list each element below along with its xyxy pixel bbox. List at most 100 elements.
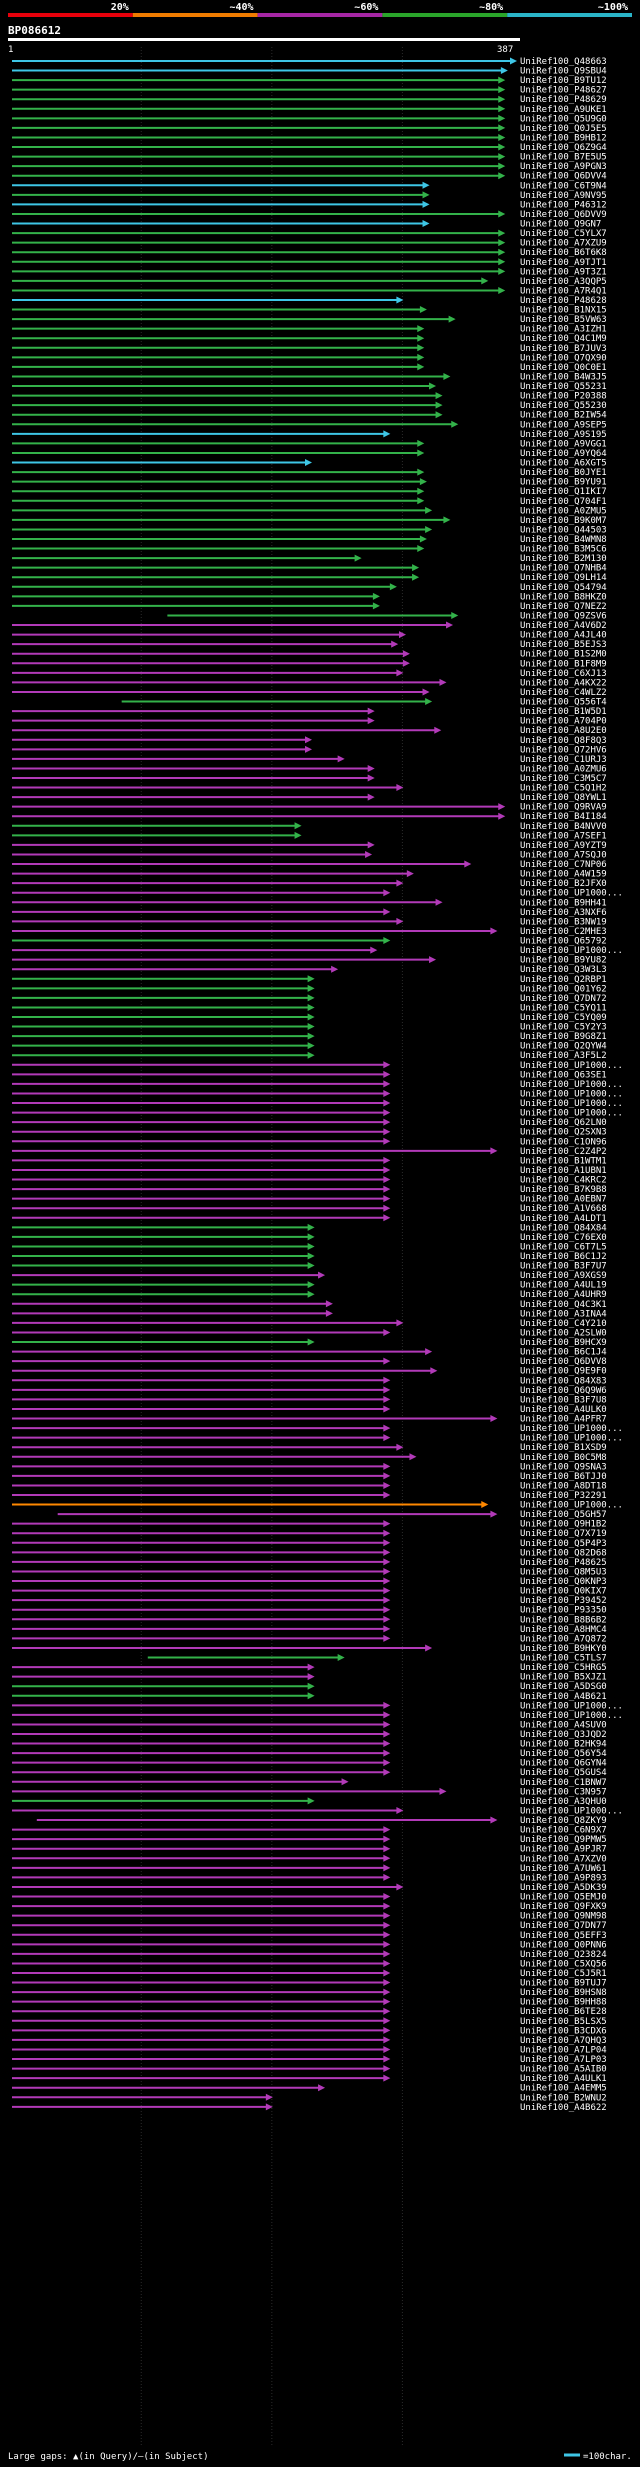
hit-label-104[interactable]: UniRef100_A3F5L2 [520,1051,607,1061]
hit-label-185[interactable]: UniRef100_C6N9X7 [520,1826,607,1836]
hit-label-179[interactable]: UniRef100_Q5GUS4 [520,1768,607,1778]
hit-label-12[interactable]: UniRef100_Q6DVV4 [520,172,607,182]
hit-label-115[interactable]: UniRef100_B1WTM1 [520,1156,607,1166]
hit-label-72[interactable]: UniRef100_Q72HV6 [520,745,607,755]
hit-label-141[interactable]: UniRef100_A4ULK0 [520,1405,607,1415]
hit-label-65[interactable]: UniRef100_A4KX22 [520,678,607,688]
hit-label-89[interactable]: UniRef100_A3NXF6 [520,908,607,918]
hit-label-24[interactable]: UniRef100_A7R4Q1 [520,286,607,296]
hit-label-128[interactable]: UniRef100_A4UL19 [520,1281,607,1291]
hit-label-176[interactable]: UniRef100_B2HK94 [520,1740,607,1750]
hit-label-118[interactable]: UniRef100_B7K9B8 [520,1185,607,1195]
hit-label-60[interactable]: UniRef100_A4JL40 [520,631,607,641]
hit-label-23[interactable]: UniRef100_A3QQP5 [520,277,607,287]
hit-label-38[interactable]: UniRef100_A9SEP5 [520,420,607,430]
hit-label-212[interactable]: UniRef100_A4EMM5 [520,2084,607,2094]
hit-label-49[interactable]: UniRef100_Q44503 [520,525,607,535]
hit-label-32[interactable]: UniRef100_Q0C0E1 [520,363,607,373]
hit-label-189[interactable]: UniRef100_A7UW61 [520,1864,607,1874]
hit-label-106[interactable]: UniRef100_Q63SE1 [520,1070,607,1080]
hit-label-13[interactable]: UniRef100_C6T9N4 [520,181,607,191]
hit-label-124[interactable]: UniRef100_C6T7L5 [520,1242,607,1252]
hit-label-3[interactable]: UniRef100_P48627 [520,86,607,96]
hit-label-168[interactable]: UniRef100_C5HRG5 [520,1663,607,1673]
hit-label-46[interactable]: UniRef100_Q704F1 [520,497,607,507]
hit-label-64[interactable]: UniRef100_C6XJ13 [520,669,607,679]
hit-label-37[interactable]: UniRef100_B2IW54 [520,411,607,421]
hit-label-146[interactable]: UniRef100_B0C5M8 [520,1453,607,1463]
hit-label-157[interactable]: UniRef100_P48625 [520,1558,607,1568]
hit-label-44[interactable]: UniRef100_B9YU91 [520,478,607,488]
hit-label-55[interactable]: UniRef100_Q54794 [520,583,607,593]
hit-label-165[interactable]: UniRef100_A7Q872 [520,1634,607,1644]
hit-label-0[interactable]: UniRef100_Q48663 [520,57,607,67]
hit-label-50[interactable]: UniRef100_B4WMN8 [520,535,607,545]
hit-label-198[interactable]: UniRef100_Q23824 [520,1950,607,1960]
hit-label-96[interactable]: UniRef100_Q2RBP1 [520,975,607,985]
hit-label-43[interactable]: UniRef100_B0JYE1 [520,468,607,478]
hit-label-93[interactable]: UniRef100_UP1000... [520,946,623,956]
hit-label-51[interactable]: UniRef100_B3M5C6 [520,545,607,555]
hit-label-7[interactable]: UniRef100_Q0J5E5 [520,124,607,134]
hit-label-76[interactable]: UniRef100_C5Q1H2 [520,784,607,794]
hit-label-71[interactable]: UniRef100_Q8F8Q3 [520,736,607,746]
hit-label-130[interactable]: UniRef100_Q4C3K1 [520,1300,607,1310]
hit-label-170[interactable]: UniRef100_A5DSG0 [520,1682,607,1692]
hit-label-77[interactable]: UniRef100_Q8YWL1 [520,793,607,803]
hit-label-152[interactable]: UniRef100_Q5GH57 [520,1510,607,1520]
hit-label-119[interactable]: UniRef100_A0EBN7 [520,1195,607,1205]
hit-label-171[interactable]: UniRef100_A4B621 [520,1692,607,1702]
hit-label-42[interactable]: UniRef100_A6XGT5 [520,459,607,469]
hit-label-194[interactable]: UniRef100_Q9NM98 [520,1912,607,1922]
hit-label-92[interactable]: UniRef100_Q65792 [520,937,607,947]
hit-label-125[interactable]: UniRef100_B6C1J2 [520,1252,607,1262]
hit-label-52[interactable]: UniRef100_B2M130 [520,554,607,564]
hit-label-192[interactable]: UniRef100_Q5EMJ0 [520,1893,607,1903]
hit-label-109[interactable]: UniRef100_UP1000... [520,1099,623,1109]
hit-label-39[interactable]: UniRef100_A9S195 [520,430,607,440]
hit-label-151[interactable]: UniRef100_UP1000... [520,1501,623,1511]
hit-label-123[interactable]: UniRef100_C76EX0 [520,1233,607,1243]
hit-label-209[interactable]: UniRef100_A7LP03 [520,2055,607,2065]
hit-label-48[interactable]: UniRef100_B9K0M7 [520,516,607,526]
hit-label-154[interactable]: UniRef100_Q7X719 [520,1529,607,1539]
hit-label-203[interactable]: UniRef100_B9HH88 [520,1998,607,2008]
hit-label-85[interactable]: UniRef100_A4W159 [520,870,607,880]
hit-label-161[interactable]: UniRef100_P39452 [520,1596,607,1606]
hit-label-112[interactable]: UniRef100_Q2SXN3 [520,1128,607,1138]
hit-label-133[interactable]: UniRef100_A2SLW0 [520,1328,607,1338]
hit-label-103[interactable]: UniRef100_Q2QYW4 [520,1042,607,1052]
hit-label-18[interactable]: UniRef100_C5YLX7 [520,229,607,239]
hit-label-81[interactable]: UniRef100_A7SEF1 [520,831,607,841]
hit-label-142[interactable]: UniRef100_A4PFR7 [520,1415,607,1425]
hit-label-107[interactable]: UniRef100_UP1000... [520,1080,623,1090]
hit-label-207[interactable]: UniRef100_A7QHQ3 [520,2036,607,2046]
hit-label-99[interactable]: UniRef100_C5YQ11 [520,1003,607,1013]
hit-label-84[interactable]: UniRef100_C7NP06 [520,860,607,870]
hit-label-120[interactable]: UniRef100_A1V668 [520,1204,607,1214]
hit-label-83[interactable]: UniRef100_A7SQJ0 [520,850,607,860]
hit-label-11[interactable]: UniRef100_A9PGN3 [520,162,607,172]
hit-label-195[interactable]: UniRef100_Q7DN77 [520,1921,607,1931]
hit-label-116[interactable]: UniRef100_A1UBN1 [520,1166,607,1176]
hit-label-91[interactable]: UniRef100_C2MHE3 [520,927,607,937]
hit-label-205[interactable]: UniRef100_B5LSX5 [520,2017,607,2027]
hit-label-88[interactable]: UniRef100_B9HH41 [520,898,607,908]
hit-label-132[interactable]: UniRef100_C4Y210 [520,1319,607,1329]
hit-label-27[interactable]: UniRef100_B5VW63 [520,315,607,325]
hit-label-121[interactable]: UniRef100_A4LDT1 [520,1214,607,1224]
hit-label-131[interactable]: UniRef100_A3INA4 [520,1309,607,1319]
hit-label-184[interactable]: UniRef100_Q8ZKY9 [520,1816,607,1826]
hit-label-59[interactable]: UniRef100_A4V6D2 [520,621,607,631]
hit-label-197[interactable]: UniRef100_Q0PNN6 [520,1940,607,1950]
hit-label-16[interactable]: UniRef100_Q6DVV9 [520,210,607,220]
hit-label-199[interactable]: UniRef100_C5XQ56 [520,1959,607,1969]
hit-label-95[interactable]: UniRef100_Q3W3L3 [520,965,607,975]
hit-label-35[interactable]: UniRef100_P20388 [520,392,607,402]
hit-label-204[interactable]: UniRef100_B6TE28 [520,2007,607,2017]
hit-label-19[interactable]: UniRef100_A7XZU9 [520,239,607,249]
hit-label-122[interactable]: UniRef100_Q84X84 [520,1223,607,1233]
hit-label-156[interactable]: UniRef100_Q82D68 [520,1548,607,1558]
hit-label-94[interactable]: UniRef100_B9YU82 [520,956,607,966]
hit-label-58[interactable]: UniRef100_Q9ZSV6 [520,611,607,621]
